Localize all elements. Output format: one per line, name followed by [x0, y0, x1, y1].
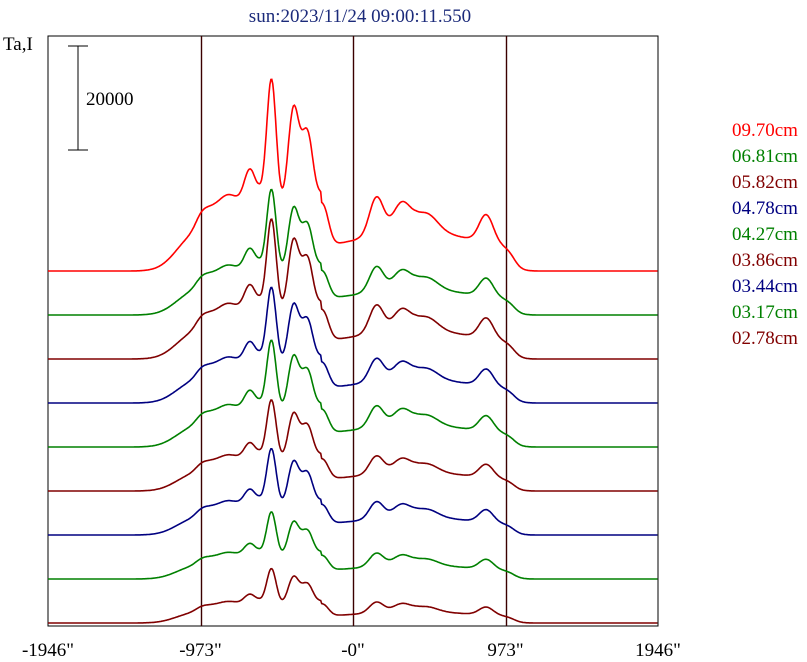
series-line: [48, 399, 658, 492]
series-line: [48, 339, 658, 448]
series-line: [48, 218, 658, 360]
legend-entry: 06.81cm: [732, 146, 798, 167]
legend-entry: 03.86cm: [732, 250, 798, 271]
legend-entry: 02.78cm: [732, 328, 798, 349]
series-line: [48, 78, 658, 272]
x-tick-label: 973": [487, 640, 523, 661]
series-line: [48, 448, 658, 536]
scale-bar-label: 20000: [86, 89, 134, 110]
legend-entry: 04.78cm: [732, 198, 798, 219]
legend: 09.70cm 06.81cm 05.82cm 04.78cm 04.27cm 03.86…: [732, 120, 798, 349]
series-line: [48, 188, 658, 316]
y-axis-label: Ta,I: [3, 34, 33, 55]
legend-entry: 09.70cm: [732, 120, 798, 141]
vertical-markers: [200, 36, 508, 626]
x-tick-label: -0": [341, 640, 365, 661]
legend-entry: 03.44cm: [732, 276, 798, 297]
chart-title: sun:2023/11/24 09:00:11.550: [249, 6, 471, 27]
series-line: [48, 511, 658, 580]
legend-entry: 05.82cm: [732, 172, 798, 193]
x-tick-label: -973": [179, 640, 222, 661]
series-line: [48, 567, 658, 624]
scale-bar: 20000: [68, 45, 134, 151]
series-lines: [48, 78, 658, 624]
legend-entry: 03.17cm: [732, 302, 798, 323]
x-tick-labels: -1946" -973" -0" 973" 1946": [22, 640, 681, 661]
x-tick-label: -1946": [22, 640, 74, 661]
x-tick-label: 1946": [635, 640, 681, 661]
legend-entry: 04.27cm: [732, 224, 798, 245]
series-line: [48, 286, 658, 404]
